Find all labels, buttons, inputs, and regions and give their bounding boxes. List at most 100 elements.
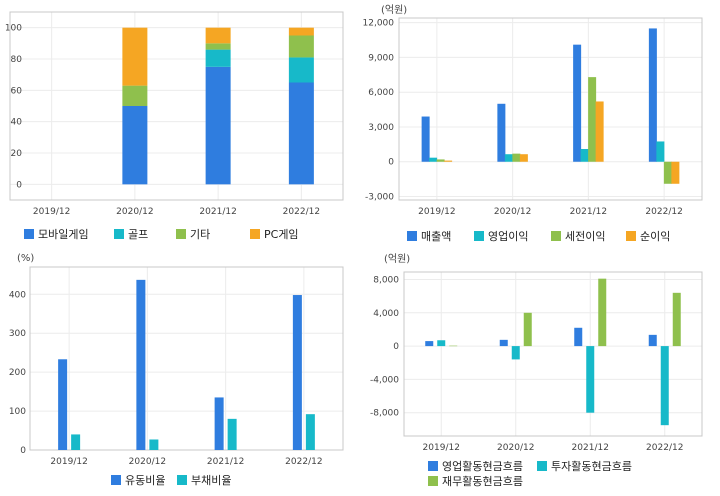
- legend-swatch: [111, 475, 121, 485]
- y-tick-label: 9,000: [368, 53, 394, 63]
- bar-1: [425, 341, 434, 347]
- legend-swatch: [626, 231, 636, 241]
- x-tick-label: 2020/12: [494, 207, 531, 217]
- bar-4: [671, 161, 680, 184]
- legend-swatch: [250, 229, 260, 239]
- bar-4: [122, 27, 148, 86]
- y-tick-label: 0: [388, 158, 394, 168]
- plot-frame: [403, 271, 703, 437]
- bar-4: [444, 160, 453, 162]
- legend-swatch: [407, 231, 417, 241]
- bar-1: [136, 279, 146, 450]
- bar-4: [205, 27, 231, 44]
- y-tick-label: 300: [9, 329, 26, 339]
- bar-3: [449, 345, 458, 347]
- x-tick-label: 2021/12: [207, 457, 244, 467]
- bar-1: [205, 66, 231, 185]
- legend-label: 세전이익: [565, 230, 605, 243]
- y-tick-label: 6,000: [368, 88, 394, 98]
- y-tick-label: 3,000: [368, 123, 394, 133]
- y-tick-label: -8,000: [370, 409, 399, 419]
- legend-label: 매출액: [421, 230, 451, 243]
- legend-label: 모바일게임: [38, 227, 89, 241]
- bar-3: [436, 159, 445, 162]
- bar-1: [648, 28, 657, 162]
- unit-label: (억원): [381, 4, 407, 16]
- bar-1: [574, 327, 583, 347]
- bar-2: [580, 148, 589, 162]
- bar-3: [122, 85, 148, 106]
- bar-4: [595, 101, 604, 162]
- bar-3: [288, 35, 314, 58]
- y-tick-label: 12,000: [363, 19, 395, 29]
- bar-4: [519, 154, 528, 162]
- bar-1: [497, 103, 506, 162]
- y-tick-label: 0: [16, 180, 22, 190]
- legend-swatch: [537, 461, 547, 471]
- y-tick-label: 4,000: [373, 309, 399, 319]
- y-tick-label: 60: [11, 86, 23, 96]
- y-tick-label: 100: [5, 24, 22, 34]
- y-tick-label: 400: [9, 290, 26, 300]
- bar-2: [656, 141, 665, 162]
- x-tick-label: 2021/12: [199, 207, 236, 217]
- legend-label: 기타: [190, 228, 210, 241]
- y-tick-label: -3,000: [365, 193, 394, 203]
- bar-1: [292, 295, 302, 450]
- y-tick-label: 200: [9, 368, 26, 378]
- bar-2: [660, 346, 669, 426]
- bar-3: [663, 161, 672, 184]
- bar-3: [512, 153, 521, 162]
- bar-2: [305, 414, 315, 450]
- unit-label: (%): [17, 253, 34, 264]
- bar-4: [288, 27, 314, 36]
- legend-swatch: [24, 229, 34, 239]
- x-tick-label: 2020/12: [129, 457, 166, 467]
- legend-swatch: [114, 229, 124, 239]
- chart-3: 0 100 200 300 400 2019/12 2020/12 2021/12 2022/1…: [9, 253, 344, 487]
- bar-1: [58, 359, 68, 450]
- x-tick-label: 2019/12: [423, 443, 460, 453]
- plot-frame: [29, 266, 344, 451]
- x-tick-label: 2021/12: [572, 443, 609, 453]
- bar-1: [421, 116, 430, 162]
- legend-label: 순이익: [640, 230, 670, 243]
- y-tick-label: 20: [11, 149, 23, 159]
- legend-label: 영업활동현금흐름: [442, 459, 523, 473]
- legend-swatch: [177, 475, 187, 485]
- x-tick-label: 2019/12: [33, 207, 70, 217]
- plot-frame: [398, 17, 703, 201]
- bar-1: [499, 339, 508, 347]
- legend-swatch: [428, 461, 438, 471]
- y-tick-label: 0: [20, 446, 26, 456]
- chart-2: -3,000 0 3,000 6,000 9,000 12,000 2019/12 2020/…: [363, 4, 703, 243]
- legend-label: 유동비율: [125, 474, 165, 487]
- x-tick-label: 2022/12: [285, 457, 322, 467]
- legend-label: 영업이익: [488, 230, 528, 243]
- chart-4: -8,000 -4,000 0 4,000 8,000 2019/12 2020/12 202…: [370, 253, 703, 488]
- legend-label: 투자활동현금흐름: [551, 459, 632, 473]
- unit-label: (억원): [384, 253, 410, 265]
- x-tick-label: 2022/12: [283, 207, 320, 217]
- bar-2: [227, 418, 237, 450]
- x-tick-label: 2022/12: [645, 207, 682, 217]
- legend-swatch: [428, 476, 438, 486]
- y-tick-label: -4,000: [370, 375, 399, 385]
- chart-1: 0 20 40 60 80 100 2019/12 2020/12 2021/12 2022/12…: [5, 11, 344, 241]
- legend-label: 골프: [128, 228, 148, 241]
- bar-3: [588, 77, 597, 162]
- legend-label: 재무활동현금흐름: [442, 474, 523, 488]
- bar-2: [205, 49, 231, 67]
- plot-frame: [9, 11, 344, 201]
- x-tick-label: 2019/12: [418, 207, 455, 217]
- x-tick-label: 2020/12: [116, 207, 153, 217]
- legend-label: PC게임: [264, 228, 299, 241]
- legend-swatch: [474, 231, 484, 241]
- x-tick-label: 2020/12: [497, 443, 534, 453]
- bar-1: [648, 334, 657, 347]
- bar-2: [429, 157, 438, 162]
- bar-2: [504, 154, 513, 162]
- bar-1: [288, 82, 314, 185]
- y-tick-label: 0: [393, 342, 399, 352]
